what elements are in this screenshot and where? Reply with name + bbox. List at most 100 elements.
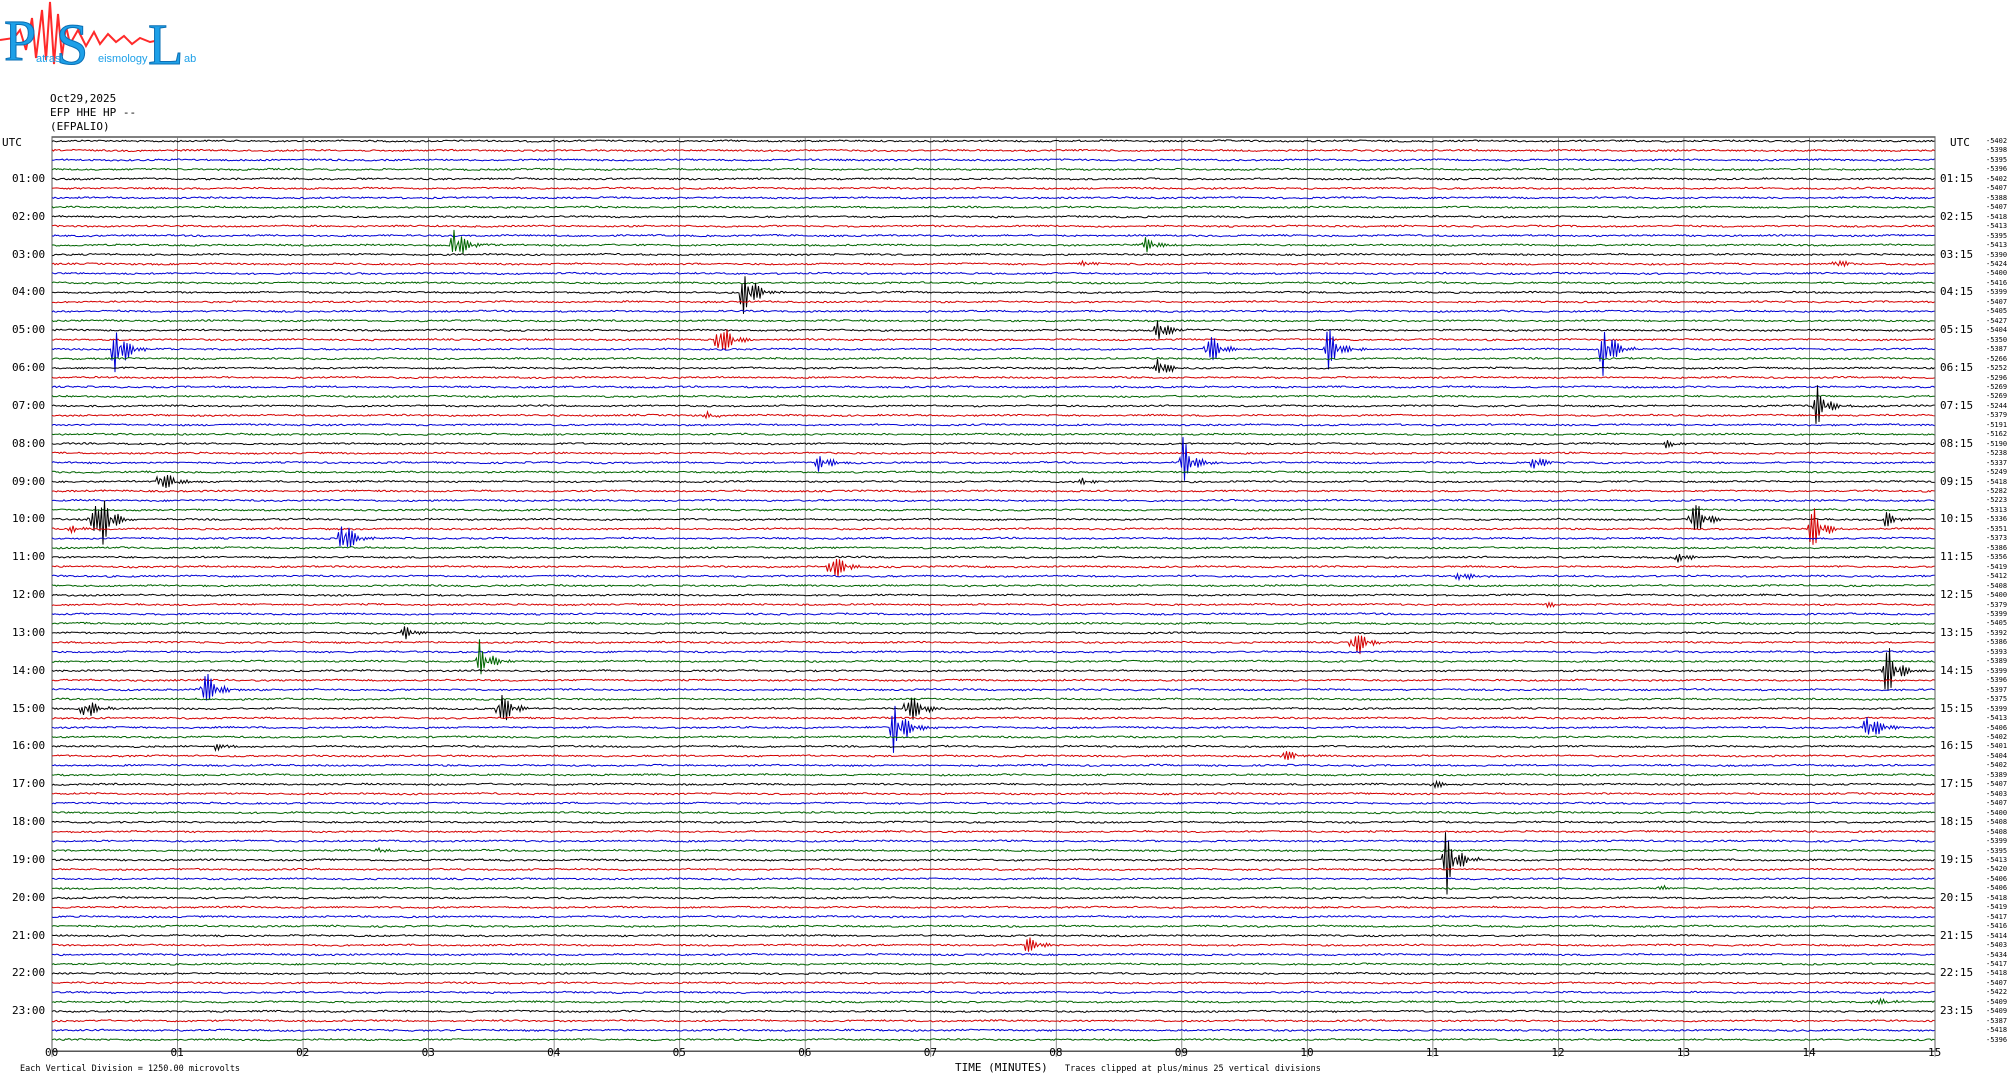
trace-offset-label: -5408 [1986, 818, 2008, 827]
trace-offset-label: -5403 [1986, 789, 2008, 798]
trace-offset-label: -5412 [1986, 572, 2008, 581]
left-hour-label: 05:00 [12, 323, 46, 337]
x-tick-label: 07 [923, 1046, 937, 1059]
left-hour-label: 13:00 [12, 625, 46, 639]
left-hour-label: 11:00 [12, 550, 46, 564]
trace-offset-label: -5244 [1986, 401, 2008, 410]
right-hour-label: 02:15 [1940, 209, 1974, 223]
trace-offset-label: -5407 [1986, 184, 2008, 193]
trace-offset-label: -5413 [1986, 241, 2008, 250]
trace-offset-label: -5401 [1986, 742, 2008, 751]
left-hour-label: 20:00 [12, 890, 46, 904]
x-tick-label: 04 [547, 1046, 561, 1059]
trace-offset-label: -5395 [1986, 155, 2008, 164]
seismic-trace [51, 498, 1935, 503]
right-hour-label: 22:15 [1940, 966, 1974, 980]
seismic-trace [51, 252, 1935, 257]
trace-offset-label: -5223 [1986, 496, 2008, 505]
trace-offset-label: -5409 [1986, 997, 2008, 1006]
trace-offset-label: -5418 [1986, 212, 2008, 221]
trace-offset-label: -5252 [1986, 364, 2008, 373]
seismic-trace [51, 895, 1935, 900]
header-date: Oct29,2025 [50, 92, 117, 105]
trace-offset-label: -5402 [1986, 732, 2008, 741]
right-hour-label: 14:15 [1940, 663, 1974, 677]
trace-offset-label: -5407 [1986, 978, 2008, 987]
trace-offset-label: -5422 [1986, 988, 2008, 997]
seismic-trace [51, 612, 1935, 616]
trace-offset-label: -5414 [1986, 931, 2008, 940]
trace-offset-label: -5427 [1986, 316, 2008, 325]
seismic-trace [51, 820, 1935, 824]
left-hour-label: 04:00 [12, 285, 46, 299]
trace-offset-label: -5356 [1986, 553, 2008, 562]
trace-offset-label: -5190 [1986, 439, 2008, 448]
seismic-trace [51, 196, 1935, 200]
seismic-trace [51, 571, 1935, 582]
seismic-trace [51, 905, 1935, 909]
trace-offset-label: -5386 [1986, 638, 2008, 647]
trace-offset-label: -5389 [1986, 770, 2008, 779]
left-hour-label: 18:00 [12, 815, 46, 829]
x-tick-label: 11 [1425, 1046, 1440, 1059]
seismic-trace [51, 639, 1935, 675]
logo-letter-l: L [148, 12, 183, 72]
seismic-trace [51, 186, 1935, 190]
seismic-trace [51, 997, 1935, 1006]
trace-offset-label: -5406 [1986, 874, 2008, 883]
seismic-trace [51, 233, 1935, 238]
footer-clip-note: Traces clipped at plus/minus 25 vertical… [1065, 1064, 1321, 1074]
trace-offset-label: -5420 [1986, 865, 2008, 874]
left-hour-label: 03:00 [12, 247, 46, 261]
trace-offset-label: -5191 [1986, 420, 2008, 429]
x-axis-title: TIME (MINUTES) [955, 1061, 1048, 1074]
trace-offset-label: -5313 [1986, 505, 2008, 514]
seismic-trace [51, 385, 1935, 424]
right-hour-label: 13:15 [1940, 625, 1974, 639]
trace-offset-label: -5404 [1986, 751, 2008, 760]
seismic-trace [51, 801, 1935, 805]
seismic-trace [51, 409, 1935, 420]
seismic-trace [51, 933, 1935, 938]
trace-offset-label: -5434 [1986, 950, 2008, 959]
trace-offset-label: -5249 [1986, 468, 2008, 477]
seismic-trace [51, 329, 1935, 376]
seismic-trace [51, 451, 1935, 455]
seismic-trace [51, 358, 1935, 374]
trace-offset-label: -5418 [1986, 893, 2008, 902]
trace-offset-label: -5417 [1986, 960, 2008, 969]
seismic-trace [51, 375, 1935, 380]
seismic-trace [51, 526, 1935, 548]
right-hour-label: 04:15 [1940, 285, 1974, 299]
seismic-trace [51, 545, 1935, 550]
seismic-trace [51, 205, 1935, 209]
trace-offset-label: -5398 [1986, 146, 2008, 155]
left-hour-label: 14:00 [12, 663, 46, 677]
trace-offset-label: -5388 [1986, 193, 2008, 202]
seismic-trace [51, 673, 1935, 701]
trace-offset-label: -5395 [1986, 231, 2008, 240]
seismic-trace [51, 321, 1935, 340]
trace-offset-label: -5405 [1986, 307, 2008, 316]
right-hour-label: 03:15 [1940, 247, 1974, 261]
left-hour-label: 21:00 [12, 928, 46, 942]
x-tick-label: 15 [1928, 1046, 1942, 1059]
trace-offset-label: -5269 [1986, 392, 2008, 401]
trace-offset-label: -5379 [1986, 411, 2008, 420]
trace-offset-label: -5399 [1986, 837, 2008, 846]
right-hour-label: 19:15 [1940, 852, 1974, 866]
seismic-trace [51, 214, 1935, 219]
trace-offset-label: -5162 [1986, 430, 2008, 439]
trace-offset-label: -5336 [1986, 515, 2008, 524]
left-hour-label: 01:00 [12, 171, 46, 185]
left-axis-title: UTC [2, 136, 22, 149]
seismic-trace [51, 276, 1935, 314]
seismic-trace [51, 139, 1935, 143]
left-hour-label: 12:00 [12, 588, 46, 602]
seismic-trace [51, 508, 1935, 512]
logo-letter-s: S [56, 12, 88, 72]
x-tick-label: 13 [1676, 1046, 1691, 1059]
psl-logo: P S L atras eismology ab [0, 1, 196, 72]
trace-offset-label: -5418 [1986, 969, 2008, 978]
seismic-trace [51, 583, 1935, 588]
